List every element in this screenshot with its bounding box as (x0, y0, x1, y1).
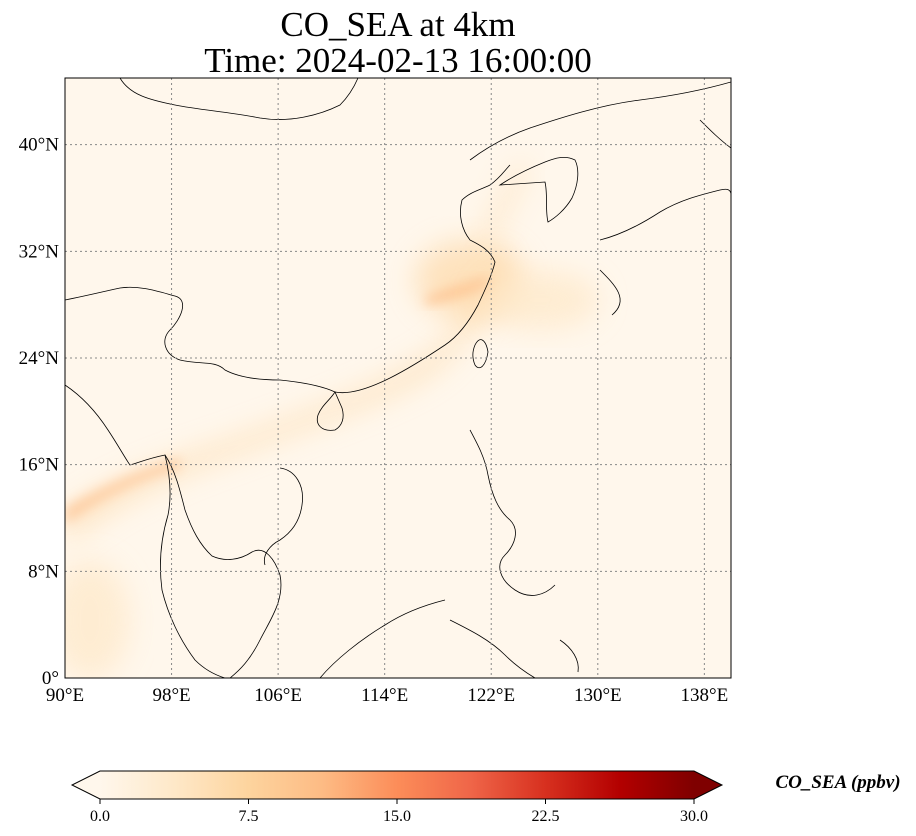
colorbar-title: CO_SEA (ppbv) (775, 772, 900, 793)
longitude-tick-label: 114°E (361, 685, 408, 706)
longitude-tick-label: 90°E (46, 685, 84, 706)
colorbar-tick-label: 30.0 (680, 808, 708, 825)
colorbar-tick-label: 7.5 (239, 808, 259, 825)
longitude-tick-label: 138°E (681, 685, 729, 706)
latitude-tick-label: 40°N (19, 135, 60, 156)
latitude-tick-label: 32°N (19, 241, 60, 262)
colorbar: 0.0 7.5 15.0 22.5 30.0 CO_SEA (ppbv) (70, 770, 901, 825)
longitude-tick-labels: 90°E 98°E 106°E 114°E 122°E 130°E 138°E (46, 685, 728, 706)
gridlines (65, 78, 731, 678)
colorbar-max-extension (694, 771, 722, 799)
colorbar-gradient (100, 771, 694, 799)
colorbar-tick-label: 15.0 (383, 808, 411, 825)
map-title-line-2: Time: 2024-02-13 16:00:00 (204, 41, 592, 80)
longitude-tick-label: 98°E (152, 685, 190, 706)
colorbar-tick-label: 0.0 (90, 808, 110, 825)
map-frame (64, 77, 732, 679)
longitude-tick-label: 106°E (254, 685, 302, 706)
colorbar-tick-label: 22.5 (532, 808, 560, 825)
latitude-tick-labels: 0° 8°N 16°N 24°N 32°N 40°N (19, 135, 60, 689)
latitude-tick-label: 16°N (19, 455, 60, 476)
colorbar-min-extension (72, 771, 100, 799)
longitude-tick-label: 130°E (574, 685, 622, 706)
longitude-tick-label: 122°E (467, 685, 515, 706)
latitude-tick-label: 0° (42, 668, 59, 689)
coastlines (65, 78, 731, 678)
latitude-tick-label: 24°N (19, 348, 60, 369)
latitude-tick-label: 8°N (28, 561, 59, 582)
colorbar-tick-labels: 0.0 7.5 15.0 22.5 30.0 (90, 799, 708, 825)
co-concentration-field (65, 160, 600, 678)
map-title-line-1: CO_SEA at 4km (280, 5, 516, 44)
